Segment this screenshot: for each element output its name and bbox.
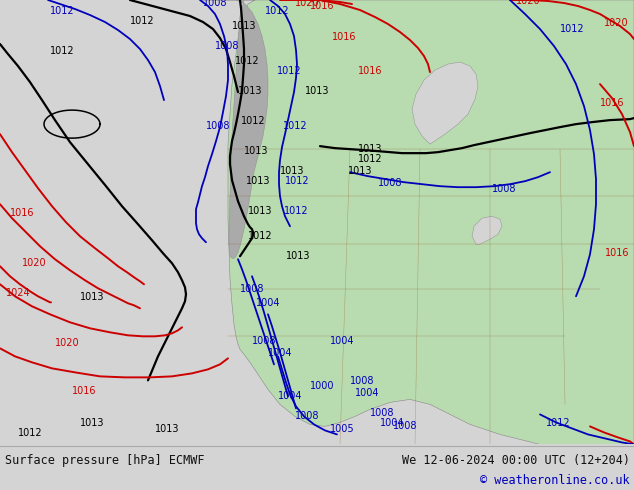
Text: 1004: 1004	[268, 348, 292, 358]
Text: 1008: 1008	[206, 121, 231, 131]
Text: 1013: 1013	[232, 21, 257, 31]
Text: 1012: 1012	[277, 66, 302, 76]
Text: 1013: 1013	[280, 166, 304, 176]
Text: 1013: 1013	[348, 166, 373, 176]
Text: 1012: 1012	[560, 24, 585, 34]
Text: 1004: 1004	[256, 298, 280, 308]
Text: 1012: 1012	[283, 121, 307, 131]
Text: 1012: 1012	[241, 116, 266, 126]
Text: 1016: 1016	[605, 248, 630, 258]
Text: 1024: 1024	[6, 288, 30, 298]
Text: 1016: 1016	[358, 66, 382, 76]
Text: 1008: 1008	[492, 184, 517, 194]
Text: 1012: 1012	[235, 56, 260, 66]
Text: 1016: 1016	[332, 32, 356, 42]
Text: 1020: 1020	[604, 18, 629, 28]
Polygon shape	[200, 0, 634, 444]
Text: We 12-06-2024 00:00 UTC (12+204): We 12-06-2024 00:00 UTC (12+204)	[402, 454, 630, 467]
Text: 1008: 1008	[215, 41, 240, 51]
Text: 1005: 1005	[330, 424, 354, 435]
Text: 1012: 1012	[265, 6, 290, 16]
Text: 1008: 1008	[252, 336, 276, 346]
Text: 1008: 1008	[393, 421, 418, 431]
Text: 1008: 1008	[203, 0, 228, 8]
Text: 1016: 1016	[72, 387, 96, 396]
Text: 1016: 1016	[600, 98, 624, 108]
Text: 1013: 1013	[80, 293, 104, 302]
Text: 1004: 1004	[330, 336, 354, 346]
Text: 1012: 1012	[285, 176, 309, 186]
Text: 1012: 1012	[50, 6, 75, 16]
Text: 1013: 1013	[238, 86, 262, 96]
Text: 1008: 1008	[350, 376, 375, 387]
Text: 1013: 1013	[136, 0, 160, 2]
Text: 1013: 1013	[248, 206, 273, 216]
Polygon shape	[472, 216, 502, 244]
Text: 1008: 1008	[295, 412, 320, 421]
Text: 1012: 1012	[50, 46, 75, 56]
Text: 1008: 1008	[378, 178, 403, 188]
Text: 1012: 1012	[248, 231, 273, 241]
Text: 1016: 1016	[310, 1, 335, 11]
Text: 1012: 1012	[130, 16, 155, 26]
Text: 1013: 1013	[155, 424, 179, 435]
Text: 1020: 1020	[22, 258, 47, 268]
Text: 1013: 1013	[358, 144, 382, 154]
Text: 1013: 1013	[246, 176, 271, 186]
Text: 1004: 1004	[355, 389, 380, 398]
Text: 1020: 1020	[516, 0, 541, 6]
Text: 1000: 1000	[310, 381, 335, 392]
Text: 1013: 1013	[80, 418, 105, 428]
Text: 1012: 1012	[284, 206, 309, 216]
Text: 1013: 1013	[286, 251, 311, 261]
Text: © weatheronline.co.uk: © weatheronline.co.uk	[481, 474, 630, 487]
Text: 1004: 1004	[278, 392, 302, 401]
Text: 1020: 1020	[295, 0, 320, 8]
Polygon shape	[412, 62, 478, 144]
Text: 1012: 1012	[546, 418, 571, 428]
Text: 1012: 1012	[18, 428, 42, 439]
Text: 1004: 1004	[380, 418, 404, 428]
Text: 1013: 1013	[305, 86, 330, 96]
Text: 1012: 1012	[358, 154, 383, 164]
Text: 1013: 1013	[244, 146, 269, 156]
Polygon shape	[229, 0, 268, 258]
Text: Surface pressure [hPa] ECMWF: Surface pressure [hPa] ECMWF	[5, 454, 205, 467]
Text: 1016: 1016	[10, 208, 34, 218]
Text: 1020: 1020	[55, 338, 80, 348]
Text: 1008: 1008	[240, 284, 264, 294]
Text: 1008: 1008	[370, 408, 394, 418]
